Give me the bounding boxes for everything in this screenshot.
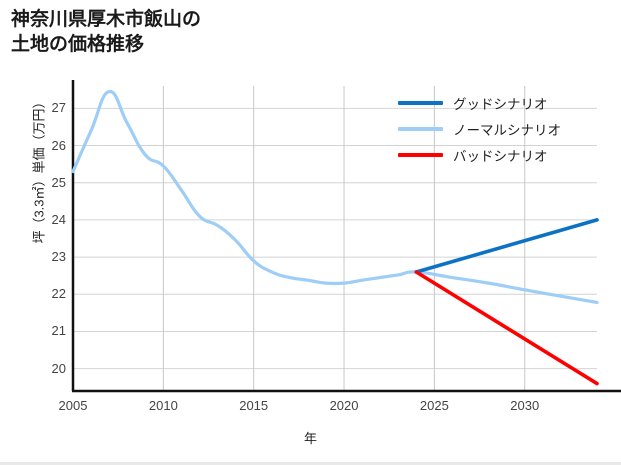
chart-legend: グッドシナリオ ノーマルシナリオ バッドシナリオ — [398, 90, 608, 168]
legend-swatch-normal — [398, 127, 443, 131]
y-axis-title: 坪（3.3㎡）単価（万円） — [31, 95, 47, 244]
legend-label-good: グッドシナリオ — [453, 97, 548, 112]
x-tick-label: 2010 — [148, 398, 178, 413]
legend-label-bad: バッドシナリオ — [453, 149, 548, 164]
series-layer — [71, 89, 599, 386]
legend-swatch-bad — [398, 153, 443, 157]
y-tick-label: 20 — [51, 360, 66, 376]
legend-item-normal[interactable]: ノーマルシナリオ — [398, 116, 608, 142]
y-tick-label: 26 — [51, 137, 66, 153]
x-tick-label: 2005 — [58, 398, 88, 413]
y-tick-label: 22 — [51, 286, 66, 302]
x-tick-label: 2030 — [510, 398, 540, 413]
x-tick-label: 2020 — [329, 398, 359, 413]
page-title: 神奈川県厚木市飯山の 土地の価格推移 — [11, 9, 202, 56]
x-tick-label: 2015 — [239, 398, 269, 413]
x-tick-label: 2025 — [419, 398, 449, 413]
y-tick-label: 23 — [51, 249, 66, 265]
bottom-divider — [0, 462, 621, 465]
legend-item-good[interactable]: グッドシナリオ — [398, 90, 608, 116]
legend-item-bad[interactable]: バッドシナリオ — [398, 142, 608, 168]
legend-swatch-good — [398, 101, 443, 105]
y-tick-label: 27 — [51, 100, 66, 116]
legend-label-normal: ノーマルシナリオ — [453, 123, 561, 138]
y-tick-label: 21 — [51, 323, 66, 339]
y-tick-label: 25 — [51, 174, 66, 190]
x-axis-title: 年 — [303, 431, 317, 446]
plot-frame — [71, 80, 621, 393]
y-tick-label: 24 — [51, 211, 66, 227]
